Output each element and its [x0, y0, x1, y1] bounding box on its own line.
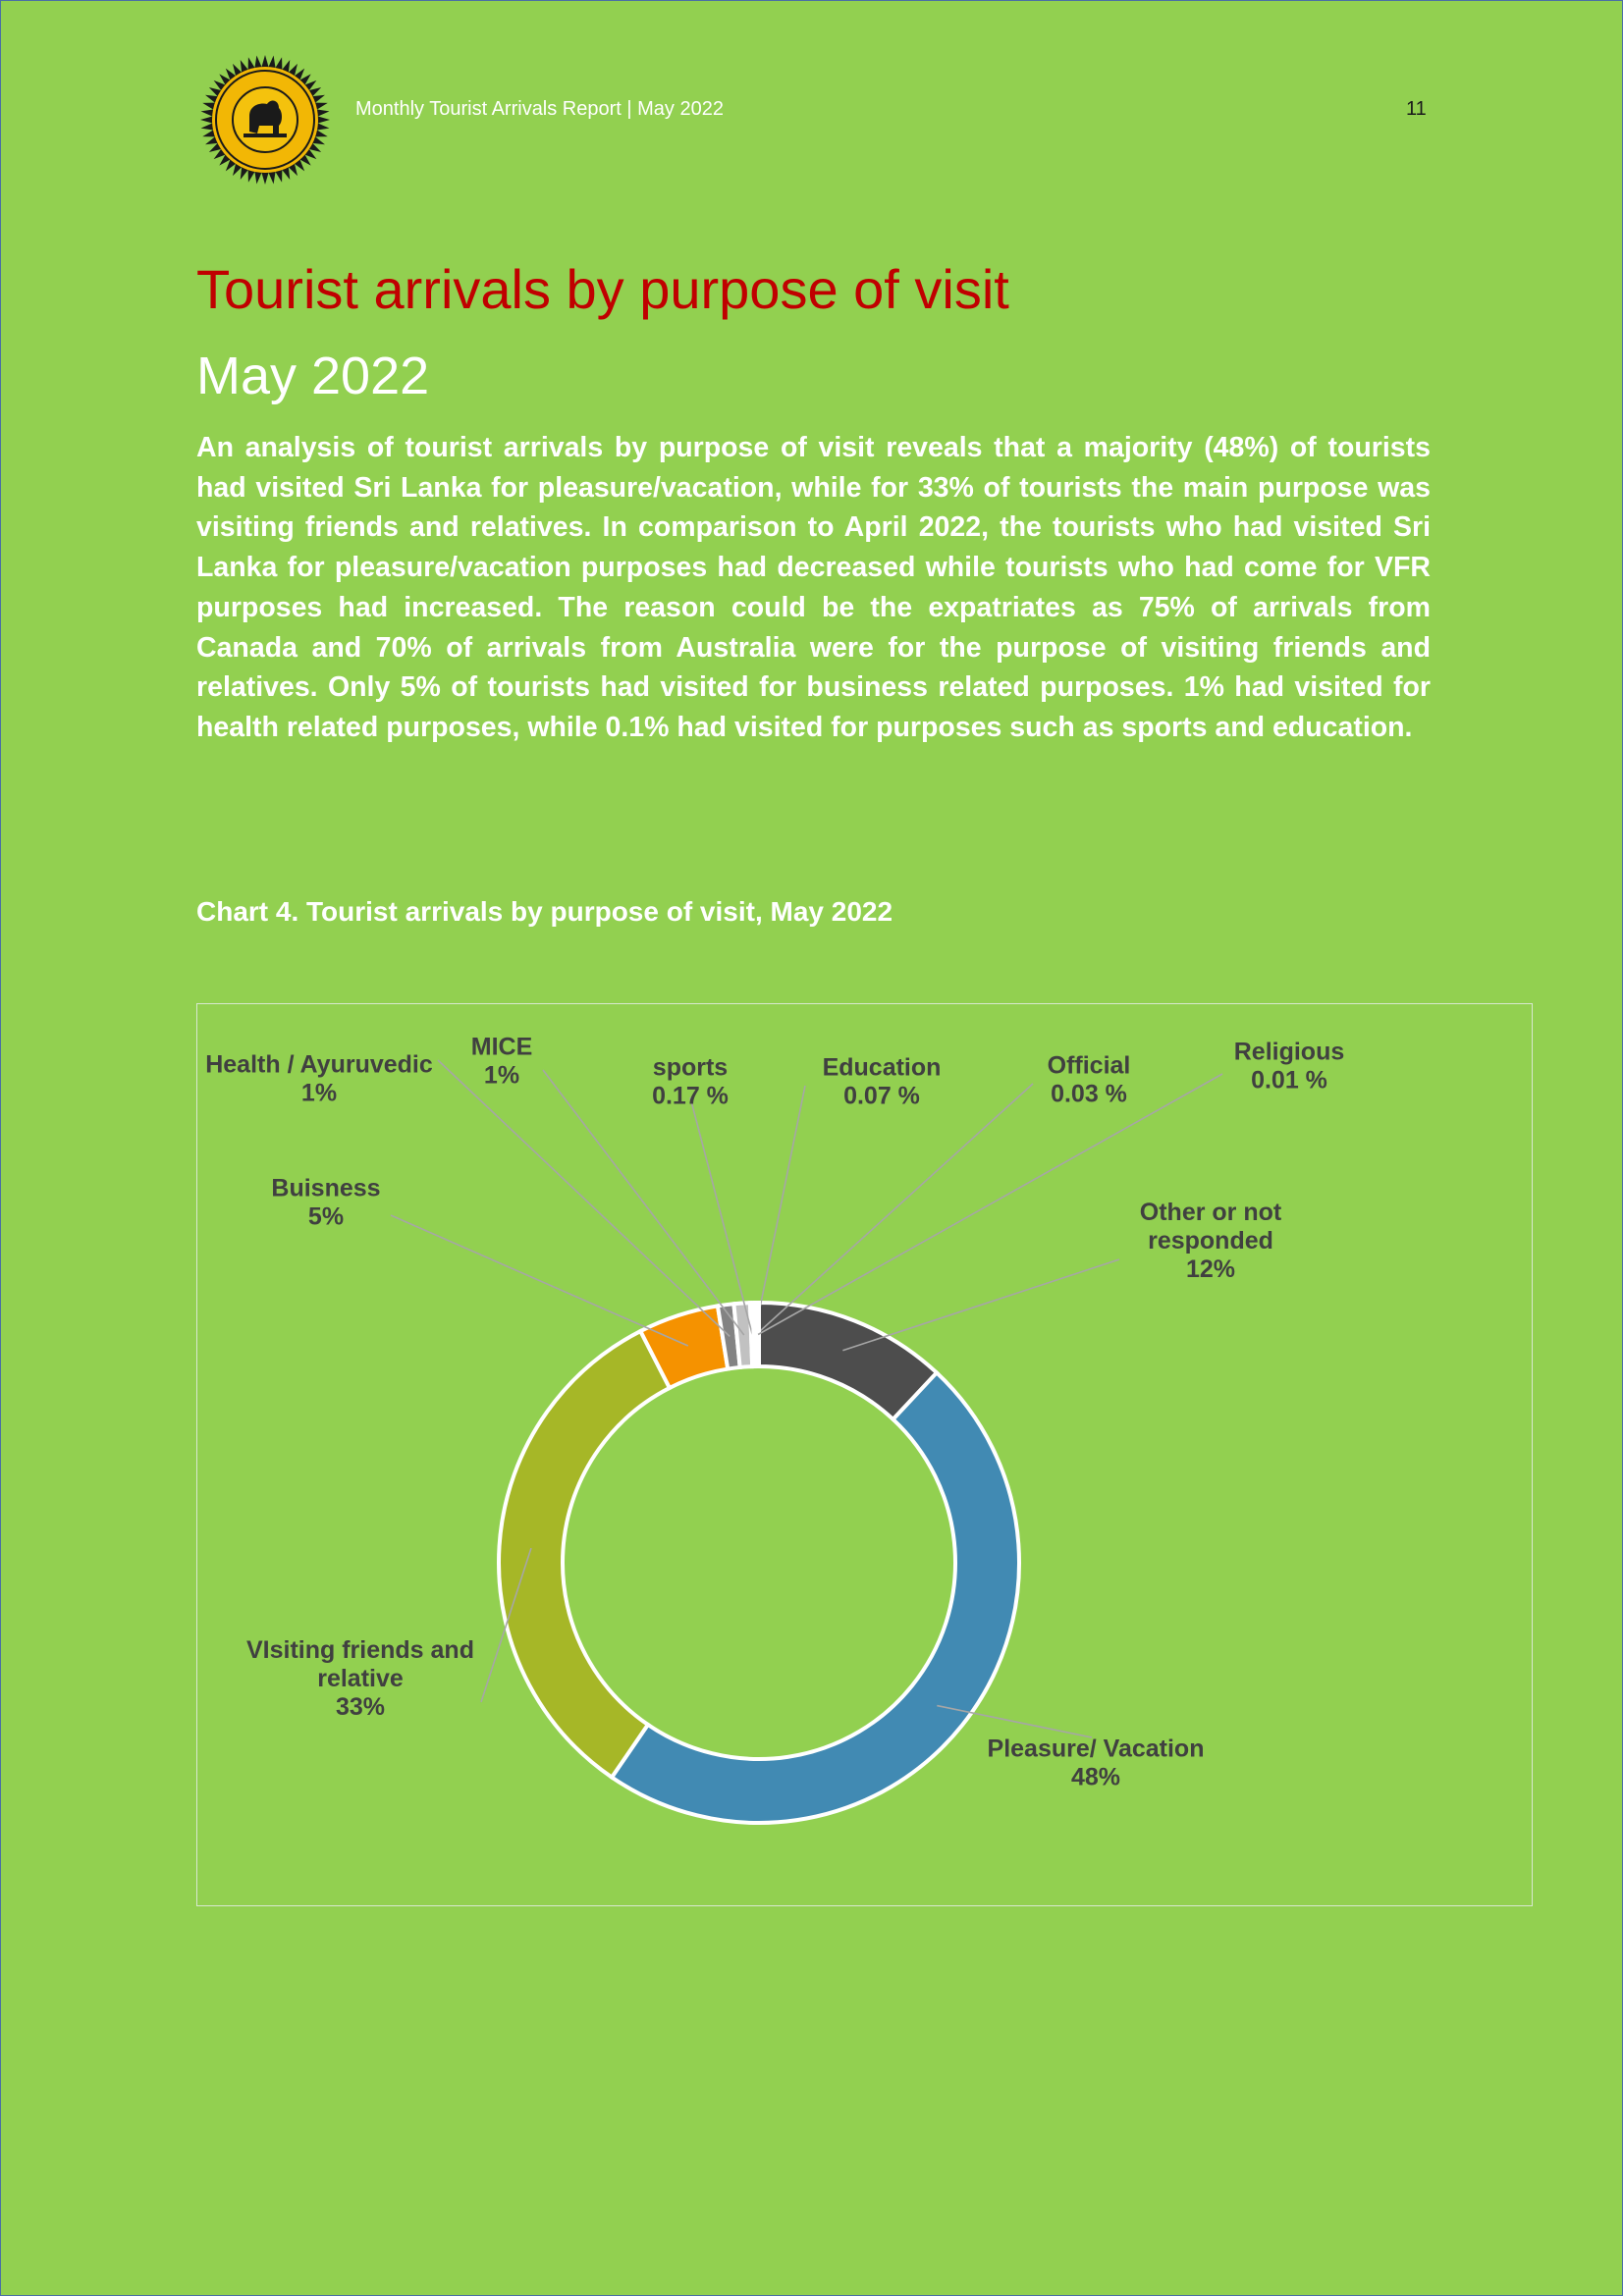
leader-line-buisness	[390, 1214, 689, 1347]
data-label-visiting-friends-and-relative: VIsiting friends and relative 33%	[246, 1636, 474, 1721]
leader-line-sports	[689, 1096, 754, 1335]
data-label-health-ayuruvedic: Health / Ayuruvedic 1%	[205, 1051, 433, 1107]
slice-religious	[754, 1300, 761, 1369]
tourism-authority-logo	[200, 55, 330, 185]
report-header-title: Monthly Tourist Arrivals Report | May 20…	[355, 98, 724, 120]
leader-line-other-or-not-responded	[842, 1258, 1120, 1352]
leader-line-visiting-friends-and-relative	[480, 1547, 532, 1703]
leader-line-religious	[757, 1073, 1223, 1336]
slice-pleasure-vacation	[609, 1369, 1022, 1826]
leader-line-health-ayuruvedic	[437, 1059, 730, 1337]
chart-caption: Chart 4. Tourist arrivals by purpose of …	[196, 896, 893, 927]
leader-line-pleasure-vacation	[937, 1704, 1093, 1738]
data-label-religious: Religious 0.01 %	[1234, 1039, 1345, 1095]
page-number: 11	[1406, 98, 1427, 120]
chart-frame	[196, 1003, 1533, 1906]
data-label-official: Official 0.03 %	[1048, 1052, 1131, 1108]
leader-line-official	[755, 1083, 1034, 1336]
data-label-sports: sports 0.17 %	[652, 1054, 729, 1110]
analysis-paragraph: An analysis of tourist arrivals by purpo…	[196, 432, 1431, 743]
data-label-pleasure-vacation: Pleasure/ Vacation 48%	[988, 1735, 1205, 1791]
section-subtitle: May 2022	[196, 347, 430, 405]
data-label-buisness: Buisness 5%	[271, 1175, 380, 1231]
section-title: Tourist arrivals by purpose of visit	[196, 258, 1009, 320]
data-label-other-or-not-responded: Other or not responded 12%	[1140, 1199, 1282, 1283]
leader-line-education	[753, 1085, 806, 1335]
leader-line-mice	[542, 1069, 745, 1336]
data-label-education: Education 0.07 %	[823, 1054, 942, 1110]
slice-visiting-friends-and-relative	[497, 1328, 673, 1781]
data-label-mice: MICE 1%	[471, 1034, 533, 1090]
